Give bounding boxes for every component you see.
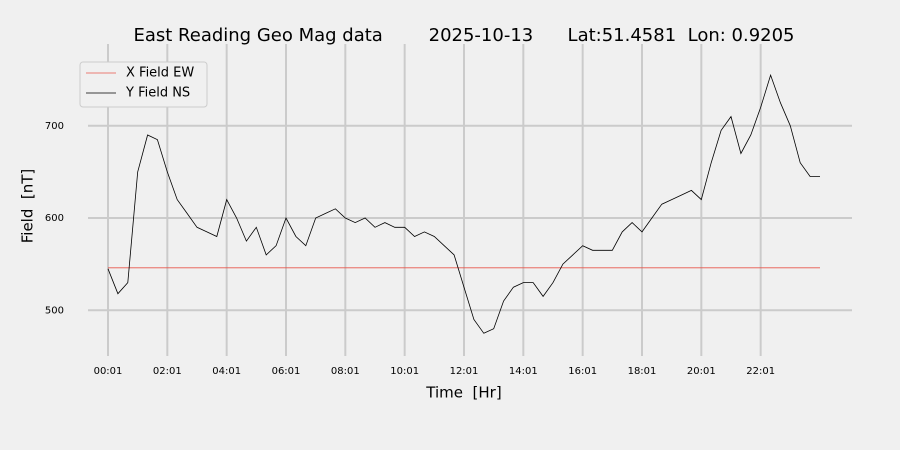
y-tick-label: 600 (45, 213, 64, 224)
x-tick-label: 12:01 (450, 366, 479, 377)
x-tick-label: 20:01 (687, 366, 716, 377)
x-tick-label: 06:01 (272, 366, 301, 377)
x-tick-label: 18:01 (628, 366, 657, 377)
x-tick-label: 14:01 (509, 366, 538, 377)
x-tick-label: 00:01 (94, 366, 123, 377)
x-tick-label: 04:01 (212, 366, 241, 377)
legend: X Field EW Y Field NS (79, 61, 208, 108)
y-tick-label: 700 (45, 121, 64, 132)
data-line (107, 73, 820, 334)
x-tick-label: 10:01 (390, 366, 419, 377)
plot-lines (107, 73, 820, 334)
x-axis-label: Time [Hr] (425, 384, 501, 402)
chart-title: East Reading Geo Mag data 2025-10-13 Lat… (133, 25, 794, 46)
y-tick-label: 500 (45, 305, 64, 316)
x-tick-label: 08:01 (331, 366, 360, 377)
x-tick-label: 22:01 (746, 366, 775, 377)
legend-label: Y Field NS (125, 86, 190, 101)
x-tick-label: 16:01 (568, 366, 597, 377)
x-tick-label: 02:01 (153, 366, 182, 377)
legend-label: X Field EW (126, 66, 194, 81)
y-axis-label: Field [nT] (19, 169, 37, 244)
